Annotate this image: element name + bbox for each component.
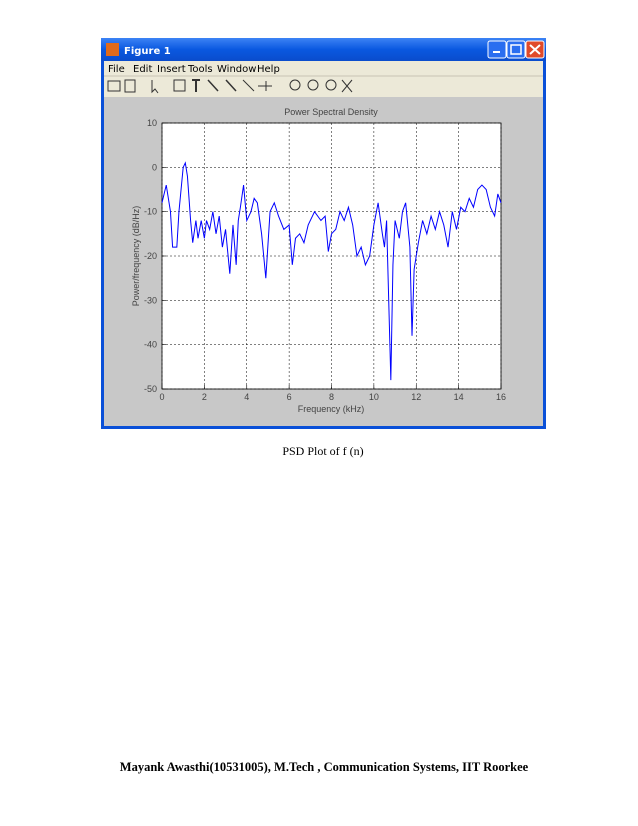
menu-item[interactable]: Window [217,64,256,75]
x-tick-label: 16 [496,392,506,402]
x-tick-label: 14 [454,392,464,402]
window-title: Figure 1 [124,46,171,57]
pan-button[interactable] [325,79,337,91]
figure-window: Figure 1 File Edit Insert Tools Window Help [101,38,546,429]
menu-item[interactable]: Tools [187,64,213,75]
menu-bar: File Edit Insert Tools Window Help [108,64,280,75]
chart: Power Spectral Density Frequency (kHz) P… [131,107,506,414]
maximize-button[interactable] [506,40,526,59]
y-tick-label: -20 [144,251,157,261]
caption: PSD Plot of f (n) [282,444,363,458]
y-tick-label: 0 [152,162,157,172]
zoom-in-button[interactable] [289,79,301,91]
y-tick-label: 10 [147,118,157,128]
menu-item[interactable]: Edit [133,64,152,75]
minimize-icon [493,51,500,53]
x-tick-label: 10 [369,392,379,402]
y-tick-label: -50 [144,384,157,394]
footer: Mayank Awasthi(10531005), M.Tech , Commu… [120,760,529,774]
print-button[interactable] [107,80,121,92]
y-tick-label: -40 [144,340,157,350]
y-tick-label: -30 [144,295,157,305]
preview-button[interactable] [124,79,136,93]
text-button[interactable] [192,79,200,92]
double-arrow-button[interactable] [225,79,237,92]
x-tick-label: 0 [159,392,164,402]
toolbar [107,79,353,94]
minimize-button[interactable] [487,40,507,59]
menu-item[interactable]: Insert [157,64,186,75]
select-button[interactable] [151,80,159,94]
axes-button[interactable] [258,81,272,91]
x-tick-label: 12 [411,392,421,402]
y-axis-label: Power/frequency (dB/Hz) [131,206,141,307]
x-axis-label: Frequency (kHz) [298,404,365,414]
zoom-out-button[interactable] [307,79,319,91]
x-tick-label: 8 [329,392,334,402]
menu-item[interactable]: File [108,64,125,75]
x-tick-label: 2 [202,392,207,402]
line-button[interactable] [242,79,255,92]
arrow-button[interactable] [207,79,219,92]
chart-title: Power Spectral Density [284,107,378,117]
close-icon [529,44,541,55]
maximize-icon [510,44,522,55]
x-tick-label: 6 [287,392,292,402]
psd-line [161,161,502,381]
y-tick-label: -10 [144,207,157,217]
x-tick-label: 4 [244,392,249,402]
menu-item[interactable]: Help [257,64,280,75]
app-icon [106,43,119,56]
rectangle-button[interactable] [173,79,186,92]
title-bar [101,38,546,61]
rotate-button[interactable] [341,79,353,93]
